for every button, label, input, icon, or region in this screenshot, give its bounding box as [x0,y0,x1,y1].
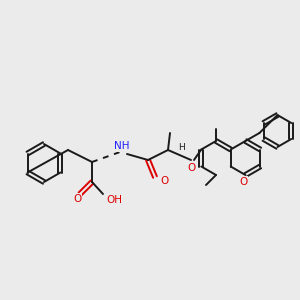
Text: O: O [188,163,196,173]
Text: H: H [178,143,185,152]
Text: H: H [178,143,185,152]
Text: O: O [160,176,168,186]
Text: OH: OH [106,195,122,205]
Text: O: O [160,176,168,186]
Text: NH: NH [114,141,130,151]
Text: O: O [188,163,196,173]
Text: OH: OH [106,195,122,205]
Text: O: O [239,177,247,187]
Text: O: O [73,194,81,204]
Text: O: O [239,177,247,187]
Text: O: O [73,194,81,204]
Text: NH: NH [114,141,130,151]
